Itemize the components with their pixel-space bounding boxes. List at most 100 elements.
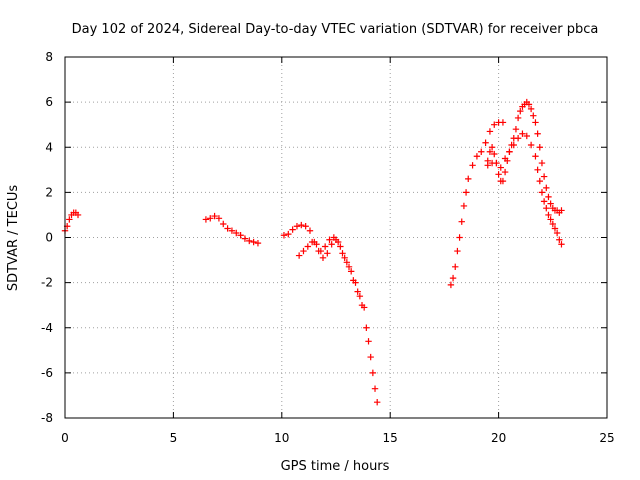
data-point <box>458 218 465 225</box>
series-seg7 <box>484 130 565 248</box>
data-point <box>326 236 333 243</box>
data-point <box>324 250 331 257</box>
data-point <box>534 166 541 174</box>
data-point <box>527 105 535 113</box>
series-seg4 <box>295 234 368 311</box>
x-tick-label: 25 <box>599 431 614 445</box>
data-point <box>540 198 548 205</box>
data-point <box>66 216 73 223</box>
data-point <box>308 238 316 246</box>
data-point <box>499 177 507 185</box>
data-point <box>462 189 470 196</box>
y-tick-label: -2 <box>41 276 53 290</box>
data-point <box>224 225 231 232</box>
data-point <box>447 281 455 289</box>
data-point <box>306 227 314 234</box>
data-point <box>289 226 296 233</box>
data-point <box>536 144 543 151</box>
data-point <box>343 259 351 266</box>
data-point <box>254 239 262 247</box>
data-point <box>369 369 377 377</box>
y-tick-label: 0 <box>45 231 53 245</box>
data-point <box>228 227 236 234</box>
y-axis-label: SDTVAR / TECUs <box>6 185 21 292</box>
data-point <box>486 148 494 155</box>
y-tick-label: -4 <box>41 321 53 335</box>
data-layer <box>61 98 565 406</box>
data-point <box>547 200 554 207</box>
data-point <box>519 130 526 137</box>
data-point <box>202 216 210 223</box>
data-point <box>354 288 361 295</box>
data-point <box>460 202 468 210</box>
data-point <box>345 263 353 271</box>
y-tick-label: -6 <box>41 366 53 380</box>
y-tick-label: 2 <box>45 185 53 199</box>
data-point <box>510 141 517 149</box>
data-point <box>501 155 509 162</box>
data-point <box>74 211 82 219</box>
data-point <box>558 241 565 248</box>
data-point <box>482 139 489 146</box>
data-point <box>473 153 481 160</box>
data-point <box>352 279 359 286</box>
data-point <box>491 150 498 158</box>
data-point <box>493 159 500 167</box>
x-axis-label: GPS time / hours <box>281 459 390 474</box>
data-point <box>549 220 556 228</box>
data-point <box>298 221 305 229</box>
x-tick-label: 20 <box>491 431 506 445</box>
data-point <box>517 107 524 115</box>
data-point <box>452 263 459 271</box>
data-point <box>356 292 364 300</box>
data-point <box>553 229 561 237</box>
data-point <box>506 148 513 155</box>
data-point <box>371 385 379 392</box>
data-point <box>478 148 485 155</box>
data-point <box>373 399 381 406</box>
data-point <box>488 144 496 151</box>
data-point <box>547 216 554 223</box>
data-point <box>207 215 214 222</box>
data-point <box>532 119 539 126</box>
data-point <box>334 238 342 246</box>
data-point <box>237 232 244 239</box>
data-point <box>449 274 457 282</box>
data-point <box>330 234 338 241</box>
data-point <box>538 189 546 196</box>
data-point <box>540 173 548 180</box>
data-point <box>211 212 218 220</box>
data-point <box>313 241 320 248</box>
data-point <box>317 247 325 255</box>
series-seg3 <box>280 221 381 406</box>
data-point <box>293 223 301 230</box>
data-point <box>491 121 498 128</box>
data-point <box>280 232 288 239</box>
data-point <box>246 237 253 245</box>
data-point <box>545 211 552 219</box>
data-point <box>545 193 552 201</box>
data-point <box>347 268 355 275</box>
data-point <box>328 241 335 248</box>
data-point <box>367 353 374 361</box>
data-point <box>363 324 370 331</box>
x-tick-label: 0 <box>61 431 69 445</box>
data-point <box>497 164 504 171</box>
data-point <box>512 126 520 133</box>
data-point <box>321 243 329 250</box>
chart-title: Day 102 of 2024, Sidereal Day-to-day VTE… <box>72 22 599 37</box>
data-point <box>543 184 550 192</box>
grid-layer <box>65 57 607 418</box>
y-tick-label: 8 <box>45 50 53 64</box>
series-seg5 <box>447 119 507 289</box>
data-point <box>484 162 491 169</box>
data-point <box>536 177 543 185</box>
data-point <box>469 162 476 169</box>
data-point <box>337 243 344 250</box>
data-point <box>514 114 522 122</box>
data-point <box>319 254 327 262</box>
data-point <box>495 171 502 178</box>
